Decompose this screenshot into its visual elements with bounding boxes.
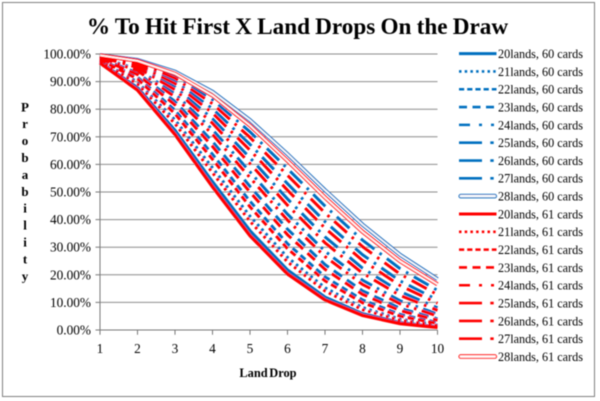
svg-text:i: i: [23, 235, 27, 250]
svg-text:28lands, 60 cards: 28lands, 60 cards: [498, 190, 583, 204]
svg-text:22lands, 61 cards: 22lands, 61 cards: [498, 243, 583, 257]
svg-text:20.00%: 20.00%: [50, 267, 91, 282]
svg-text:o: o: [22, 133, 29, 148]
svg-text:5: 5: [247, 341, 254, 356]
svg-text:b: b: [21, 150, 28, 165]
svg-text:2: 2: [134, 341, 141, 356]
svg-text:28lands, 61 cards: 28lands, 61 cards: [498, 350, 583, 364]
svg-text:l: l: [23, 218, 27, 233]
svg-text:27lands, 61 cards: 27lands, 61 cards: [498, 332, 583, 346]
svg-text:60.00%: 60.00%: [50, 157, 91, 172]
svg-text:0.00%: 0.00%: [57, 323, 91, 338]
svg-text:9: 9: [397, 341, 404, 356]
svg-text:P: P: [21, 99, 29, 114]
svg-text:100.00%: 100.00%: [43, 47, 91, 62]
svg-text:90.00%: 90.00%: [50, 74, 91, 89]
svg-text:8: 8: [359, 341, 366, 356]
svg-text:50.00%: 50.00%: [50, 185, 91, 200]
svg-text:4: 4: [209, 341, 216, 356]
svg-text:i: i: [23, 201, 27, 216]
svg-text:24lands, 61 cards: 24lands, 61 cards: [498, 279, 583, 293]
svg-text:40.00%: 40.00%: [50, 212, 91, 227]
svg-text:10: 10: [431, 341, 445, 356]
svg-text:3: 3: [172, 341, 179, 356]
svg-text:10.00%: 10.00%: [50, 295, 91, 310]
svg-text:27lands, 60 cards: 27lands, 60 cards: [498, 172, 583, 186]
svg-text:21lands, 61 cards: 21lands, 61 cards: [498, 225, 583, 239]
svg-text:80.00%: 80.00%: [50, 102, 91, 117]
svg-text:t: t: [23, 251, 28, 266]
svg-text:r: r: [22, 116, 28, 131]
svg-text:1: 1: [97, 341, 104, 356]
svg-text:25lands, 61 cards: 25lands, 61 cards: [498, 296, 583, 310]
svg-text:70.00%: 70.00%: [50, 129, 91, 144]
svg-text:b: b: [21, 184, 28, 199]
svg-text:30.00%: 30.00%: [50, 240, 91, 255]
svg-text:23lands, 61 cards: 23lands, 61 cards: [498, 261, 583, 275]
svg-text:22lands, 60 cards: 22lands, 60 cards: [498, 83, 583, 97]
svg-text:% To Hit First X Land Drops On: % To Hit First X Land Drops On the Draw: [87, 14, 509, 40]
svg-text:20lands, 60 cards: 20lands, 60 cards: [498, 47, 583, 61]
svg-text:24lands, 60 cards: 24lands, 60 cards: [498, 118, 583, 132]
svg-text:21lands, 60 cards: 21lands, 60 cards: [498, 65, 583, 79]
svg-text:a: a: [22, 167, 29, 182]
svg-text:26lands, 60 cards: 26lands, 60 cards: [498, 154, 583, 168]
svg-text:7: 7: [322, 341, 329, 356]
svg-text:25lands, 60 cards: 25lands, 60 cards: [498, 136, 583, 150]
svg-text:26lands, 61 cards: 26lands, 61 cards: [498, 314, 583, 328]
svg-text:6: 6: [284, 341, 291, 356]
svg-text:20lands, 61 cards: 20lands, 61 cards: [498, 207, 583, 221]
svg-text:23lands, 60 cards: 23lands, 60 cards: [498, 100, 583, 114]
svg-text:y: y: [22, 268, 29, 283]
svg-text:Land Drop: Land Drop: [239, 366, 296, 380]
